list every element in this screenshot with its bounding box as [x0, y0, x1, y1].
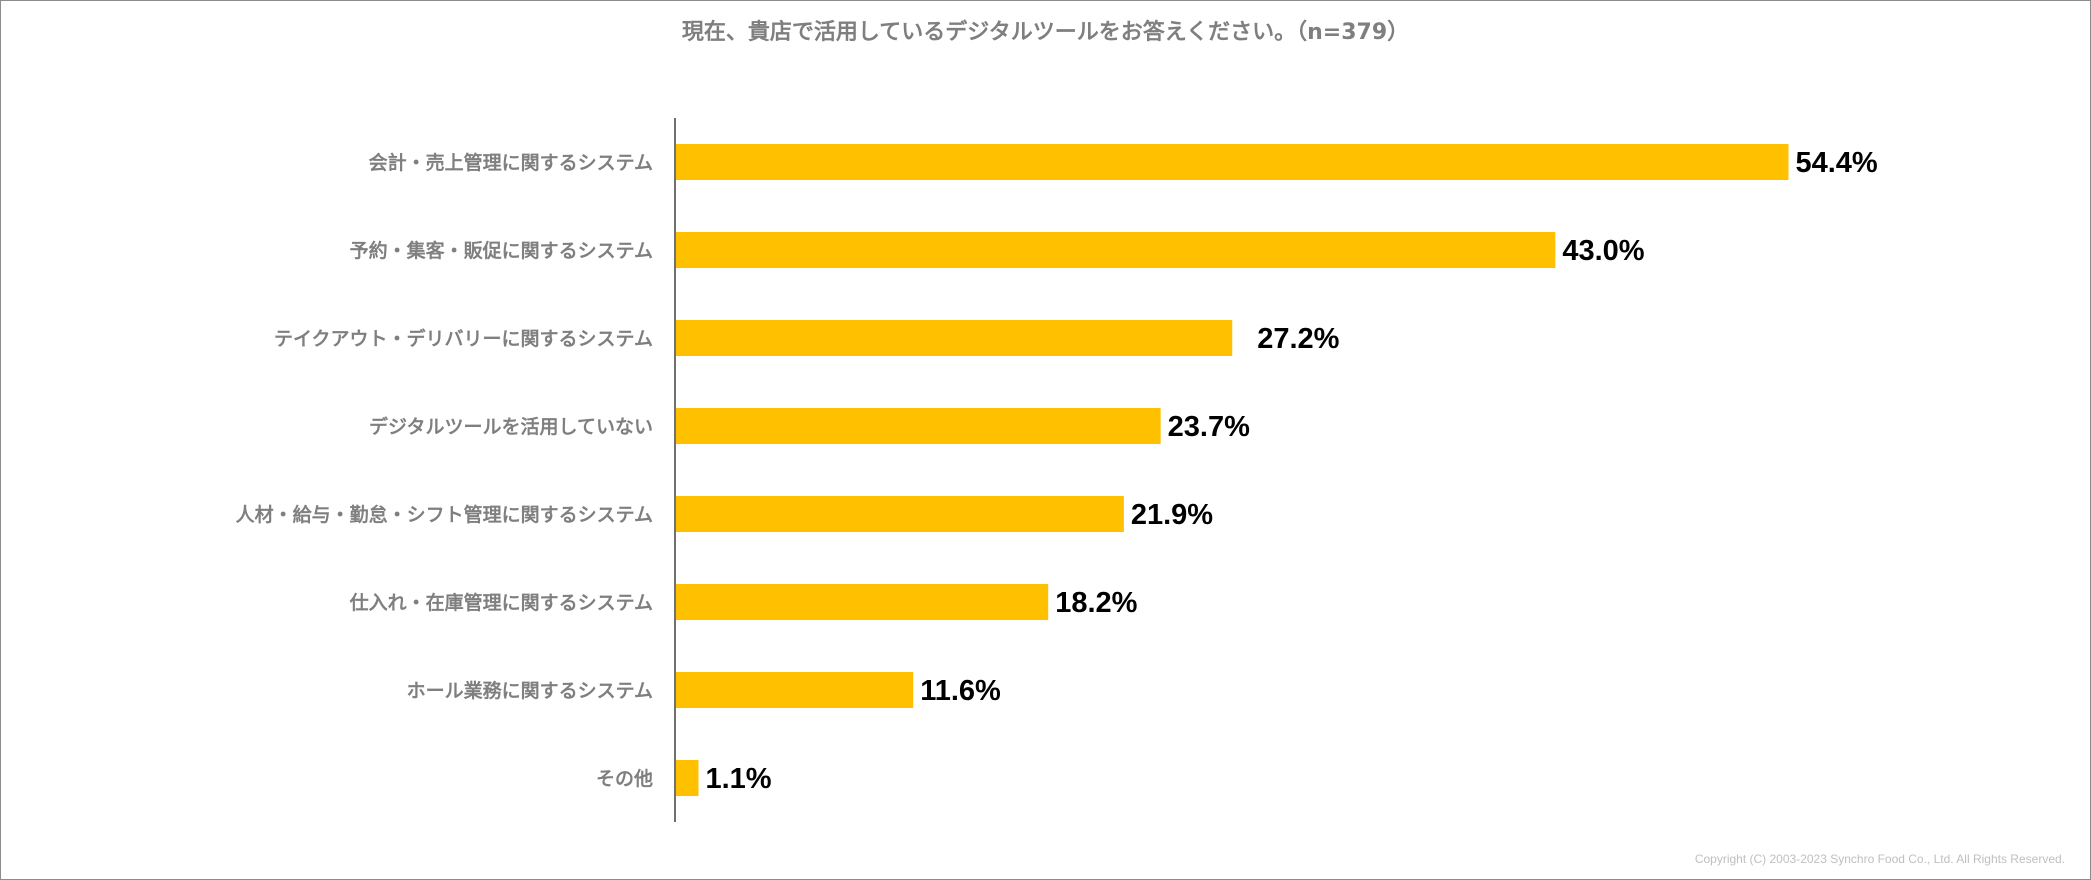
bar	[676, 496, 1124, 532]
bar	[676, 760, 699, 796]
bar	[676, 672, 914, 708]
chart-title: 現在、貴店で活用しているデジタルツールをお答えください。（n=379）	[681, 20, 1410, 45]
value-label: 54.4%	[1795, 147, 1877, 179]
category-label: ホール業務に関するシステム	[407, 679, 653, 702]
category-label: 会計・売上管理に関するシステム	[369, 151, 653, 174]
category-label: デジタルツールを活用していない	[369, 415, 653, 438]
bar	[676, 584, 1049, 620]
category-label: テイクアウト・デリバリーに関するシステム	[274, 327, 653, 350]
bar	[676, 320, 1233, 356]
category-label: 仕入れ・在庫管理に関するシステム	[349, 591, 653, 614]
copyright-footer: Copyright (C) 2003-2023 Synchro Food Co.…	[1694, 852, 2065, 866]
bars-group: 会計・売上管理に関するシステム 54.4% 予約・集客・販促に関するシステム 43.0…	[236, 144, 1878, 796]
value-label: 1.1%	[705, 763, 771, 795]
value-label: 21.9%	[1131, 499, 1213, 531]
bar	[676, 144, 1789, 180]
category-label: 人材・給与・勤怠・シフト管理に関するシステム	[236, 503, 653, 526]
category-label: その他	[596, 767, 653, 790]
value-label: 23.7%	[1168, 411, 1250, 443]
value-label: 11.6%	[920, 675, 1001, 707]
bar	[676, 232, 1556, 268]
category-label: 予約・集客・販促に関するシステム	[350, 239, 653, 262]
value-label: 43.0%	[1562, 235, 1644, 267]
value-label: 18.2%	[1055, 587, 1137, 619]
value-label: 27.2%	[1257, 323, 1339, 355]
bar	[676, 408, 1161, 444]
